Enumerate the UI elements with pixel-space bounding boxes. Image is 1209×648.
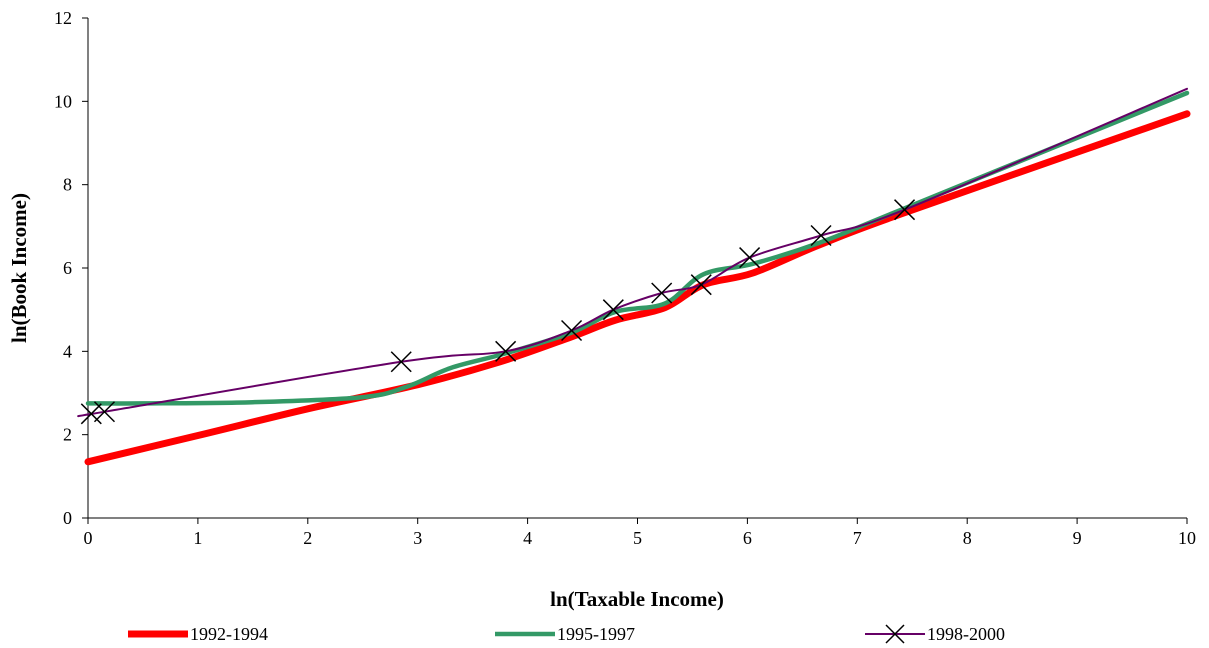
data-point-marker [894,199,916,221]
data-point-marker [651,282,673,304]
series-1998-2000 [77,87,1188,425]
x-tick-label: 10 [1178,528,1196,548]
data-point-marker [810,224,832,247]
x-axis-title: ln(Taxable Income) [550,587,724,611]
y-tick-label: 8 [63,175,72,195]
y-tick-label: 4 [63,341,72,361]
legend-marker [885,624,905,644]
x-tick-label: 4 [523,528,532,548]
data-point-marker [602,299,624,321]
data-point-marker [93,401,116,423]
legend-label: 1992-1994 [190,624,268,644]
legend-item: 1995-1997 [495,624,635,644]
legend: 1992-1994 1995-1997 1998-2000 [128,624,1005,644]
x-tick-label: 2 [303,528,312,548]
data-point-marker [390,351,412,373]
data-point-marker [690,274,712,296]
legend-label: 1998-2000 [927,624,1005,644]
y-tick-label: 6 [63,258,72,278]
legend-label: 1995-1997 [557,624,635,644]
y-axis-title: ln(Book Income) [7,193,31,343]
series-1995-1997 [85,90,1190,406]
y-tick-label: 0 [63,508,72,528]
data-point-marker [495,340,517,362]
data-point-marker [80,403,102,425]
series-line [84,110,1191,466]
series-1992-1994 [84,110,1191,466]
x-tick-label: 6 [743,528,752,548]
x-tick-label: 0 [84,528,93,548]
x-tick-label: 8 [963,528,972,548]
series-layer [77,87,1191,466]
data-point-marker [739,247,761,269]
x-tick-label: 7 [853,528,862,548]
y-tick-label: 10 [54,91,72,111]
x-tick-label: 3 [413,528,422,548]
x-tick-label: 9 [1073,528,1082,548]
y-tick-label: 12 [54,8,72,28]
series-line [77,87,1188,418]
legend-item: 1992-1994 [128,624,268,644]
y-tick-label: 2 [63,425,72,445]
data-point-marker [561,319,583,342]
legend-item: 1998-2000 [865,624,1005,644]
x-tick-label: 5 [633,528,642,548]
series-line [85,90,1190,406]
x-tick-label: 1 [193,528,202,548]
